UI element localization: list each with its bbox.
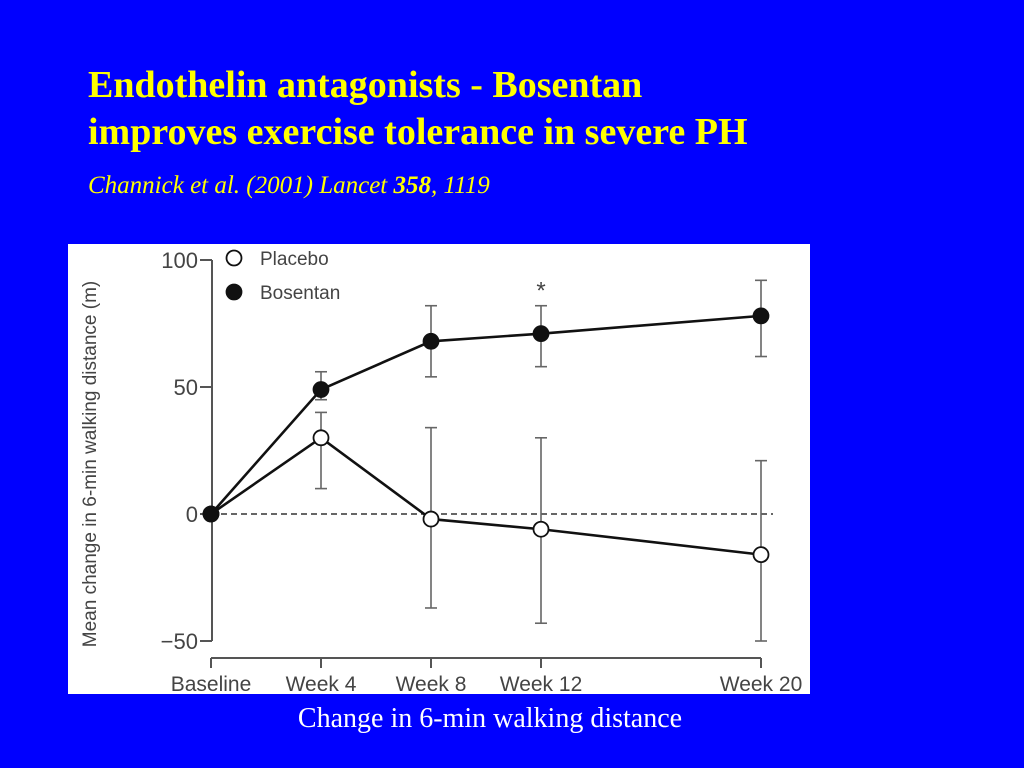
y-tick-label: 0 [186,502,198,527]
citation-pages: , 1119 [431,172,490,199]
citation-authors: Channick et al. (2001) Lancet [88,172,394,199]
x-tick-label: Week 12 [500,673,583,694]
placebo-point [532,520,550,538]
y-axis-title: Mean change in 6-min walking distance (m… [80,281,101,647]
significance-annotation: * [536,277,545,304]
legend-label-bosentan: Bosentan [260,283,340,304]
slide-title-line1: Endothelin antagonists - Bosentan [88,64,643,106]
placebo-series-line [210,436,762,556]
bosentan-point [752,307,770,325]
placebo-point [752,546,770,564]
placebo-point [422,510,440,528]
legend-label-placebo: Placebo [260,249,329,270]
y-tick-label: −50 [161,629,198,654]
y-tick-label: 50 [174,375,198,400]
x-tick-label: Baseline [171,673,252,694]
slide-title: Endothelin antagonists - Bosentan improv… [88,62,988,156]
x-tick-label: Week 8 [396,673,467,694]
bosentan-point [312,381,330,398]
x-tick-label: Week 20 [720,673,803,694]
figure-caption: Change in 6-min walking distance [297,703,683,734]
bosentan-point [202,505,220,523]
bosentan-series-line [210,314,762,515]
slide-title-line2: improves exercise tolerance in severe PH [88,111,748,153]
placebo-point [312,429,330,447]
walking-distance-chart: 100 50 0 −50 Mean change in 6-min walking di… [80,248,803,694]
chart-panel: 100 50 0 −50 Mean change in 6-min walking di… [68,244,810,694]
legend-marker-bosentan [225,283,243,301]
legend-marker-placebo [225,249,243,267]
bosentan-point [532,325,550,343]
x-tick-label: Week 4 [286,673,357,694]
bosentan-point [422,332,440,350]
citation-volume: 358 [393,172,432,199]
y-tick-label: 100 [161,248,198,273]
citation: Channick et al. (2001) Lancet 358, 1119 [88,172,490,200]
